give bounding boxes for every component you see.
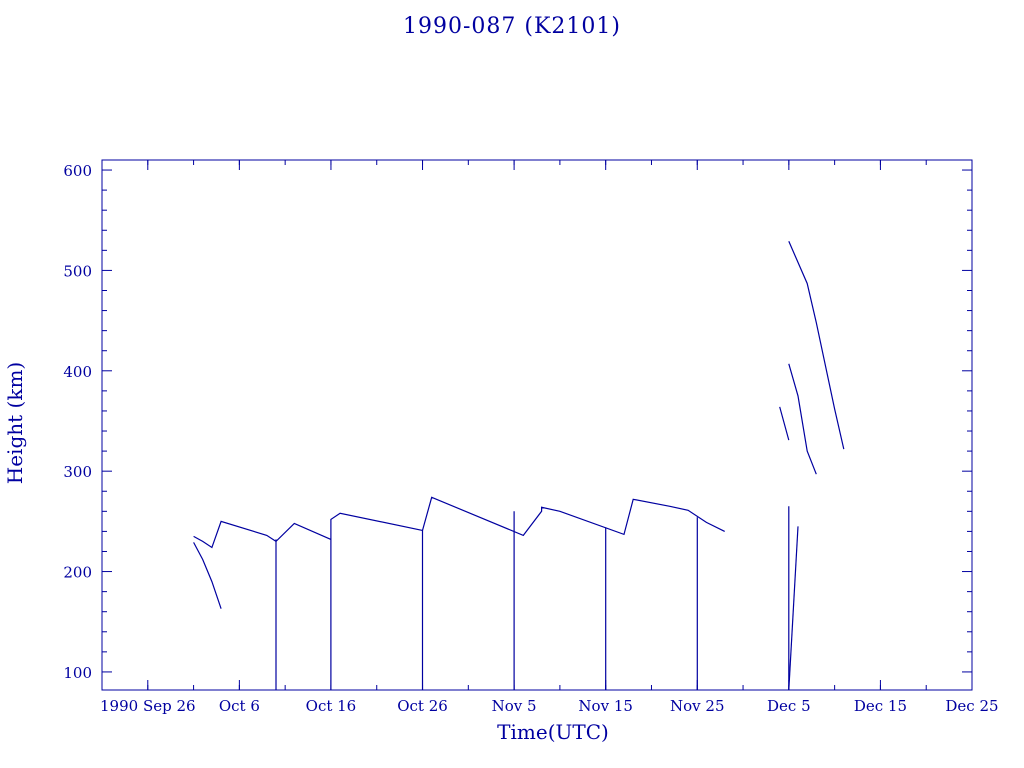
x-tick-label: Nov 5	[492, 697, 537, 715]
plot-frame	[101, 159, 973, 691]
series-line-1	[193, 542, 222, 609]
y-tick-label: 300	[63, 463, 92, 481]
series-line-11	[788, 363, 817, 475]
x-tick-label: Oct 26	[397, 697, 448, 715]
series-line-12	[788, 241, 845, 450]
chart-title: 1990-087 (K2101)	[403, 14, 621, 39]
y-tick-label: 400	[63, 363, 92, 381]
series-line-0	[193, 496, 725, 549]
x-tick-label: Dec 15	[854, 697, 907, 715]
x-tick-label: 1990 Sep 26	[100, 697, 196, 715]
plot-series	[193, 241, 845, 691]
series-line-9	[788, 526, 799, 691]
x-tick-label: Oct 6	[219, 697, 260, 715]
x-tick-label: Dec 25	[945, 697, 998, 715]
y-tick-label: 100	[63, 664, 92, 682]
x-tick-label: Nov 25	[670, 697, 725, 715]
x-tick-label: Nov 15	[578, 697, 633, 715]
x-tick-label: Dec 5	[767, 697, 811, 715]
series-line-10	[779, 406, 790, 441]
y-tick-label: 500	[63, 262, 92, 280]
y-tick-label: 200	[63, 564, 92, 582]
plot-axes	[101, 159, 973, 691]
y-tick-label: 600	[63, 162, 92, 180]
axis-labels: 100 200 300 400 500 600 1990 Sep 26 Oct 6 Oct 16…	[3, 162, 999, 744]
y-axis-label: Height (km)	[3, 362, 27, 484]
x-tick-label: Oct 16	[306, 697, 357, 715]
x-axis-label: Time(UTC)	[497, 720, 609, 744]
